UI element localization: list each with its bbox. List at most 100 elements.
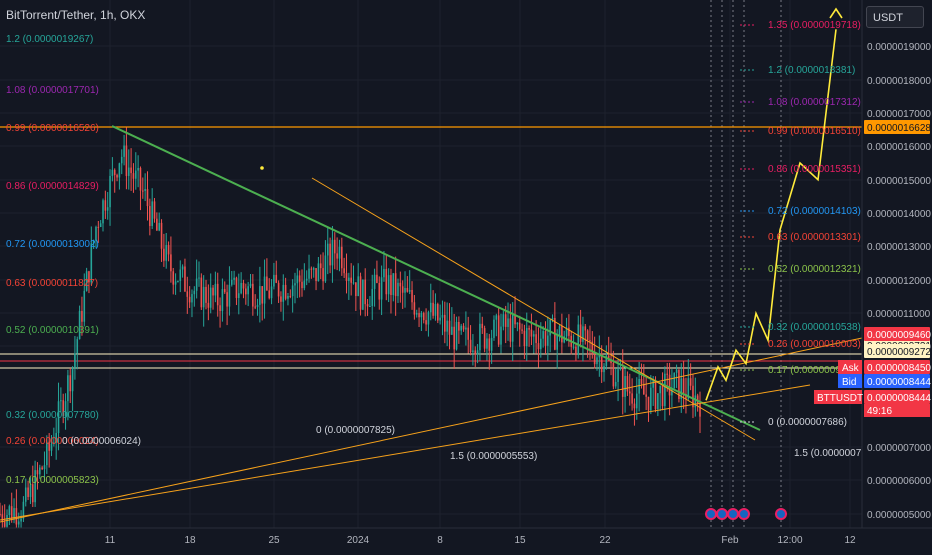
- fib-label-right: 1.2 (0.0000018381): [768, 65, 855, 76]
- candle-body: [362, 279, 364, 310]
- candle-body: [369, 305, 371, 307]
- candle-body: [116, 175, 118, 178]
- candle-body: [235, 277, 238, 298]
- candle-body: [10, 506, 13, 520]
- candle-body: [486, 338, 488, 349]
- currency-selector[interactable]: USDT: [866, 6, 924, 28]
- candle-body: [495, 315, 498, 320]
- candle-body: [350, 277, 352, 283]
- candle-body: [296, 275, 299, 284]
- candle-body: [446, 320, 448, 332]
- candle-body: [259, 286, 261, 305]
- candle-body: [378, 282, 381, 300]
- candles: [0, 127, 701, 544]
- candle-body: [123, 145, 125, 157]
- y-tick-label: 0.0000006000: [867, 476, 931, 487]
- candle-body: [144, 188, 146, 191]
- candle-body: [385, 268, 388, 295]
- candle-body: [167, 245, 170, 255]
- event-flag-inner: [740, 510, 748, 518]
- candle-body: [568, 327, 570, 336]
- candle-body: [699, 403, 701, 417]
- candle-body: [413, 302, 416, 315]
- candle-body: [619, 367, 622, 370]
- candle-body: [556, 335, 558, 350]
- candle-body: [34, 470, 36, 503]
- ask-tag: [838, 360, 862, 374]
- candle-body: [191, 294, 193, 303]
- candle-body: [607, 355, 610, 360]
- fib-label-right: 1.08 (0.0000017312): [768, 97, 861, 108]
- candle-body: [645, 394, 647, 397]
- price-tag-label: 0.0000008444: [867, 393, 931, 404]
- candle-body: [289, 295, 292, 297]
- candle-body: [41, 467, 43, 470]
- candle-body: [242, 282, 245, 289]
- candle-body: [22, 501, 25, 519]
- fib-zero-label: 1.5 (0.0000005553): [450, 451, 537, 462]
- candle-body: [516, 322, 519, 325]
- y-tick-label: 0.0000013000: [867, 242, 931, 253]
- candle-body: [104, 200, 107, 211]
- candle-body: [326, 243, 329, 256]
- candle-body: [481, 323, 484, 329]
- candle-body: [277, 282, 280, 297]
- candle-body: [158, 222, 160, 231]
- price-tag-label: 0.0000008444: [867, 377, 931, 388]
- candle-body: [638, 378, 640, 394]
- candle-body: [165, 245, 168, 261]
- candle-body: [408, 290, 411, 292]
- candle-body: [654, 380, 657, 410]
- candle-body: [612, 363, 615, 387]
- candle-body: [692, 385, 694, 408]
- candle-body: [137, 167, 139, 171]
- candle-body: [95, 226, 97, 241]
- y-tick-label: 0.0000016000: [867, 142, 931, 153]
- candle-body: [577, 324, 580, 356]
- candle-body: [216, 283, 219, 306]
- price-tag: [864, 360, 930, 374]
- fib-label-right: 0.86 (0.0000015351): [768, 164, 861, 175]
- candle-body: [294, 283, 296, 286]
- chart-title: BitTorrent/Tether, 1h, OKX: [6, 8, 146, 22]
- projection-path: [705, 29, 837, 401]
- candle-body: [652, 380, 654, 388]
- event-flag-inner: [718, 510, 726, 518]
- candle-body: [427, 312, 430, 325]
- candle-body: [43, 465, 46, 470]
- candle-body: [600, 353, 603, 373]
- candle-body: [280, 296, 282, 302]
- candle-body: [525, 328, 528, 347]
- candle-body: [678, 369, 680, 399]
- candle-body: [561, 326, 563, 343]
- fib-label-left: 1.2 (0.0000019267): [6, 34, 93, 45]
- candle-body: [305, 278, 308, 281]
- candle-body: [303, 280, 306, 289]
- candle-body: [172, 271, 175, 285]
- candle-body: [88, 271, 90, 283]
- price-tag: [864, 327, 930, 341]
- candle-body: [621, 367, 624, 397]
- candle-body: [46, 441, 48, 466]
- price-axis-bg: [862, 0, 932, 550]
- candle-body: [291, 285, 294, 297]
- candle-body: [149, 206, 151, 226]
- fib-label-right: 0.72 (0.0000014103): [768, 206, 861, 217]
- candle-body: [465, 327, 467, 330]
- candle-body: [331, 239, 334, 266]
- candle-body: [436, 304, 439, 321]
- time-axis-bg: [0, 528, 932, 550]
- candle-body: [85, 271, 88, 291]
- candle-body: [322, 268, 324, 282]
- candle-body: [27, 487, 29, 497]
- candle-body: [528, 328, 530, 330]
- candle-body: [352, 282, 355, 284]
- candle-body: [666, 373, 669, 375]
- candle-body: [532, 334, 535, 337]
- candle-body: [60, 400, 62, 402]
- x-tick-label: 18: [184, 535, 196, 546]
- x-tick-label: 11: [105, 535, 116, 546]
- right-fib-labels: 1.35 (0.0000019718) 1.2 (0.0000018381) 1.0…: [740, 20, 861, 428]
